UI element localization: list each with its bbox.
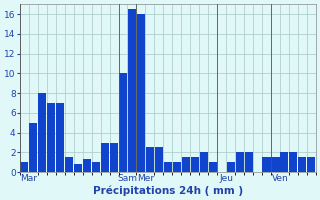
Bar: [128, 9, 136, 172]
Bar: [164, 162, 172, 172]
Bar: [289, 152, 298, 172]
Bar: [262, 157, 270, 172]
Bar: [173, 162, 181, 172]
Bar: [92, 162, 100, 172]
Bar: [56, 103, 64, 172]
Bar: [101, 143, 109, 172]
Bar: [65, 157, 73, 172]
Bar: [38, 93, 46, 172]
Bar: [155, 147, 163, 172]
Bar: [182, 157, 190, 172]
Bar: [298, 157, 307, 172]
Bar: [29, 123, 37, 172]
Bar: [20, 162, 28, 172]
Bar: [137, 14, 145, 172]
Bar: [244, 152, 252, 172]
Bar: [280, 152, 288, 172]
Bar: [307, 157, 316, 172]
Bar: [110, 143, 118, 172]
Bar: [236, 152, 244, 172]
Bar: [191, 157, 199, 172]
Bar: [209, 162, 217, 172]
Bar: [74, 164, 82, 172]
Bar: [271, 157, 279, 172]
Bar: [47, 103, 55, 172]
Bar: [146, 147, 154, 172]
X-axis label: Précipitations 24h ( mm ): Précipitations 24h ( mm ): [93, 185, 243, 196]
Bar: [227, 162, 235, 172]
Bar: [200, 152, 208, 172]
Bar: [83, 159, 91, 172]
Bar: [119, 73, 127, 172]
